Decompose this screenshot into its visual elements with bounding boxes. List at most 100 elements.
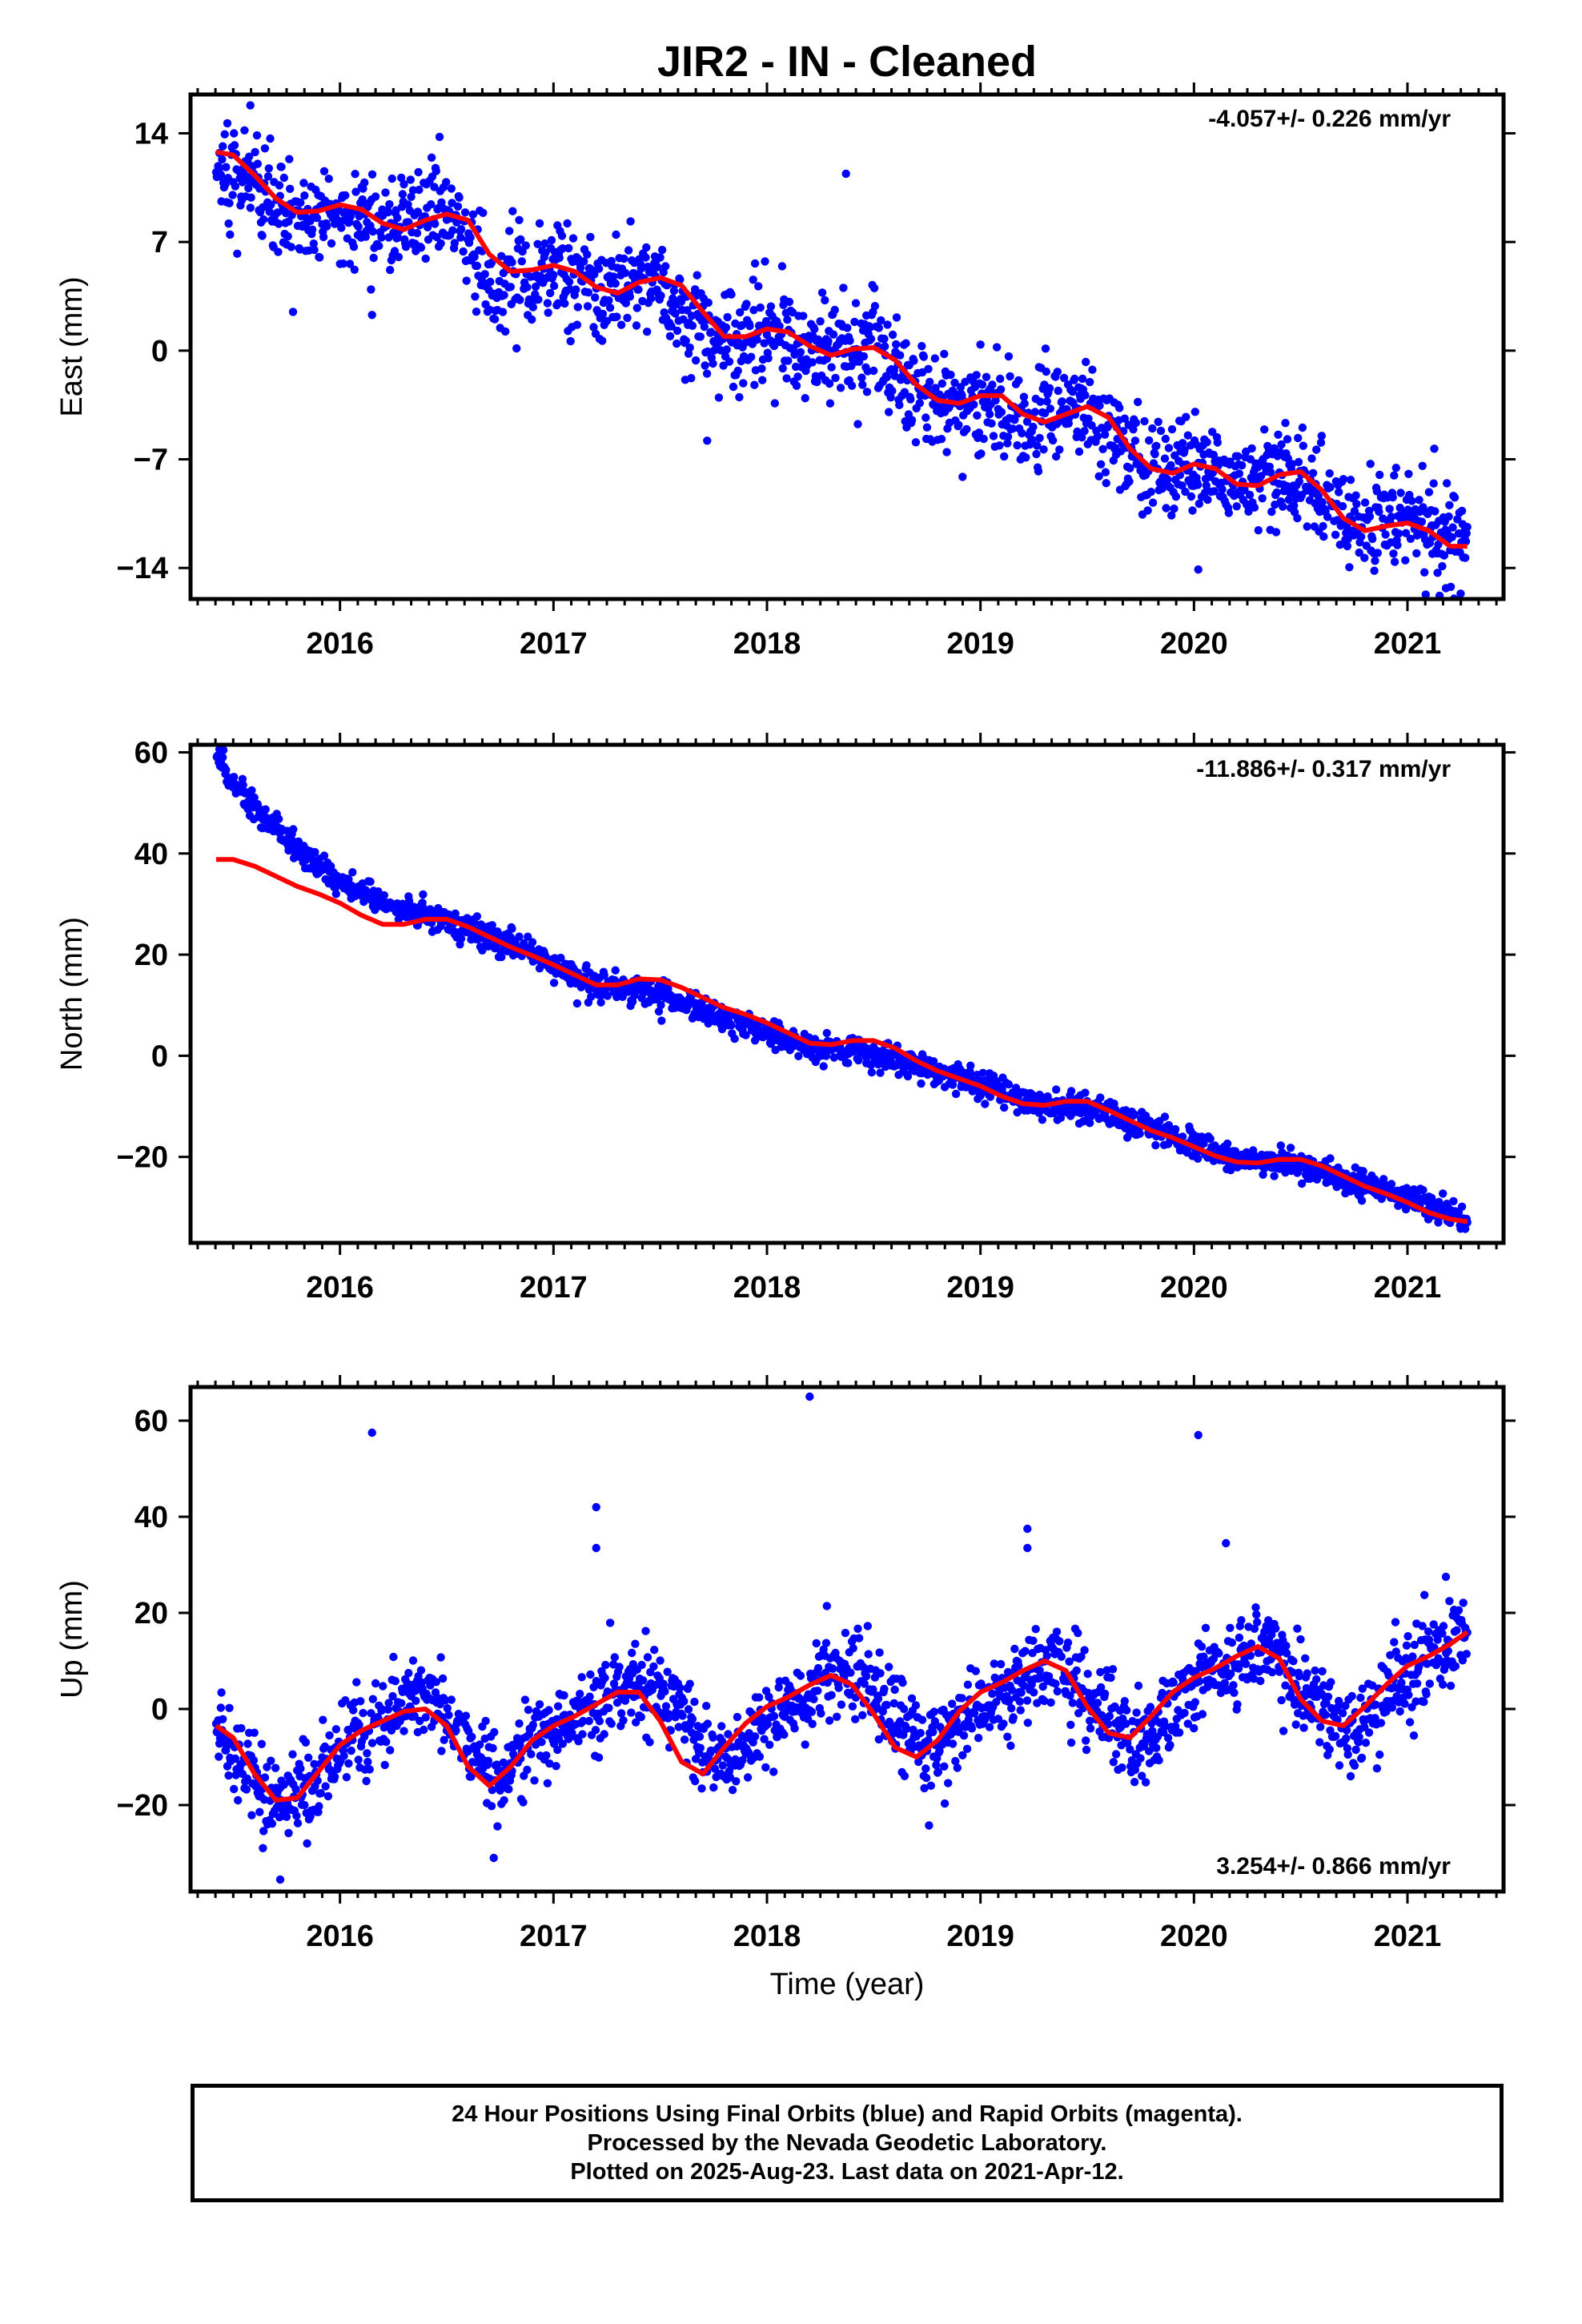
data-point (727, 290, 736, 299)
data-point (722, 345, 731, 354)
data-point (1055, 445, 1064, 454)
data-point (780, 1730, 789, 1739)
data-point (721, 323, 731, 332)
data-point (700, 322, 709, 332)
data-point (224, 1771, 233, 1780)
data-point (515, 215, 524, 224)
data-point (381, 188, 390, 197)
data-point (858, 1663, 868, 1671)
data-point (476, 1740, 484, 1749)
data-point (339, 259, 347, 268)
data-point (535, 219, 544, 228)
data-point (607, 1719, 616, 1728)
data-point (817, 288, 827, 297)
data-point (1299, 441, 1308, 450)
data-point (217, 1688, 226, 1697)
data-point (750, 380, 759, 389)
x-tick-label: 2021 (1374, 627, 1442, 661)
data-point (558, 1739, 567, 1748)
data-point (770, 399, 779, 408)
data-point (847, 381, 857, 390)
data-point (695, 1732, 705, 1741)
data-point (524, 1705, 533, 1715)
data-point (293, 1819, 303, 1827)
data-point (604, 296, 613, 305)
data-point (929, 1057, 938, 1066)
data-point (881, 342, 889, 351)
data-point (878, 1707, 888, 1716)
data-point (958, 472, 967, 481)
data-point (973, 411, 982, 420)
data-point (312, 214, 322, 223)
data-point (437, 198, 446, 207)
data-point (359, 1708, 367, 1718)
data-point (558, 244, 567, 253)
data-point (594, 1753, 604, 1762)
data-point (230, 1784, 239, 1794)
data-point (456, 225, 466, 234)
data-point (769, 1711, 779, 1721)
data-point (1074, 447, 1084, 456)
data-point (685, 343, 694, 352)
data-point (866, 335, 876, 344)
data-point (234, 1795, 243, 1805)
data-point (1244, 507, 1253, 516)
data-point (974, 428, 984, 437)
data-point (661, 1702, 671, 1711)
data-point (758, 376, 767, 384)
velocity-label: -4.057+/- 0.226 mm/yr (1208, 106, 1451, 132)
data-point (604, 1703, 613, 1712)
data-point (1004, 1080, 1014, 1089)
data-point (643, 328, 652, 336)
data-point (1430, 444, 1439, 453)
data-point (1312, 445, 1321, 454)
data-point (219, 753, 227, 762)
y-tick-label: −20 (117, 1141, 168, 1175)
data-point (1335, 488, 1343, 497)
data-point (1125, 477, 1134, 486)
data-point (275, 814, 283, 823)
data-point (253, 159, 262, 168)
data-point (601, 1660, 610, 1670)
data-point (609, 272, 618, 281)
data-point (940, 349, 949, 359)
data-point (546, 288, 555, 298)
data-point (521, 241, 530, 250)
data-point (263, 1763, 271, 1771)
data-point (1096, 460, 1106, 468)
data-point (1240, 485, 1249, 494)
data-point (383, 1705, 392, 1714)
data-point (793, 372, 802, 381)
data-point (1082, 357, 1090, 367)
data-point (1318, 497, 1327, 507)
data-point (1120, 414, 1130, 423)
data-point (1081, 391, 1090, 400)
data-point (1338, 502, 1347, 511)
data-point (349, 243, 359, 251)
data-point (922, 423, 932, 432)
data-point (825, 379, 834, 388)
data-point (271, 1763, 280, 1772)
data-point (230, 129, 239, 138)
data-point (979, 434, 988, 444)
data-point (566, 336, 575, 346)
y-tick-label: 14 (135, 117, 168, 151)
data-point (1102, 479, 1110, 488)
data-point (1160, 454, 1170, 463)
data-point (319, 851, 329, 860)
data-point (899, 1704, 909, 1714)
data-point (563, 219, 572, 228)
data-point (1381, 530, 1390, 539)
data-point (845, 336, 854, 345)
data-point (216, 170, 225, 179)
data-point (231, 182, 240, 191)
data-point (821, 1638, 831, 1647)
data-point (1070, 374, 1079, 384)
data-point (774, 1683, 783, 1692)
data-point (1393, 541, 1402, 549)
data-point (1028, 436, 1037, 444)
data-point (1360, 553, 1369, 562)
data-point (384, 1699, 393, 1707)
data-point (1054, 386, 1062, 396)
data-point (745, 321, 754, 331)
